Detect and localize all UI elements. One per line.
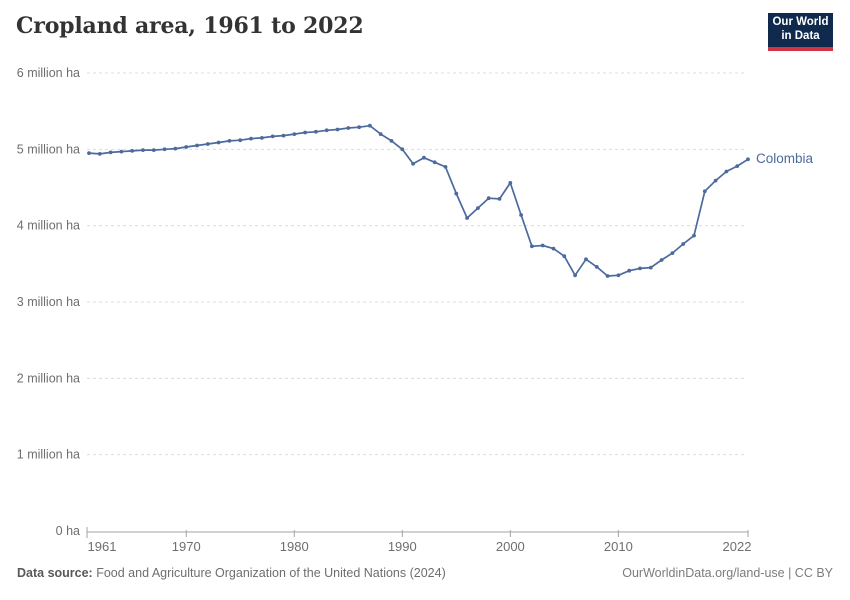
x-axis-label-1980: 1980 [280, 539, 309, 554]
data-point-2016 [681, 242, 686, 246]
data-point-1976 [249, 136, 253, 141]
data-point-1985 [346, 126, 351, 130]
data-point-2021 [735, 164, 740, 169]
data-source-note: Data source: Food and Agriculture Organi… [17, 566, 446, 580]
data-line-colombia [88, 124, 749, 277]
data-point-1987 [368, 123, 372, 128]
y-axis-label-6: 6 million ha [17, 66, 80, 80]
y-axis-label-0: 0 ha [56, 524, 80, 538]
x-axis-label-2000: 2000 [496, 539, 525, 554]
data-point-1965 [130, 149, 135, 153]
data-point-1984 [335, 127, 340, 132]
data-point-2020 [724, 169, 729, 174]
data-point-1961 [87, 151, 91, 156]
data-point-2018 [702, 189, 707, 194]
data-point-1973 [216, 140, 221, 145]
attribution-link[interactable]: OurWorldinData.org/land-use | CC BY [622, 566, 833, 580]
data-point-2004 [551, 246, 556, 251]
data-point-1986 [357, 125, 361, 130]
data-point-1964 [119, 149, 124, 154]
data-point-2012 [638, 266, 642, 271]
data-point-2000 [508, 181, 513, 185]
data-source-text: Food and Agriculture Organization of the… [96, 566, 446, 580]
data-point-1966 [141, 148, 145, 153]
data-point-1978 [270, 134, 275, 139]
data-point-1962 [97, 152, 102, 156]
owid-logo[interactable]: Our World in Data [768, 13, 833, 51]
data-point-2005 [562, 254, 567, 259]
owid-logo-line2: in Data [781, 30, 820, 42]
x-axis-label-2022: 2022 [723, 539, 752, 554]
y-axis-label-1: 1 million ha [17, 448, 80, 462]
y-axis-label-4: 4 million ha [17, 219, 80, 233]
data-point-1970 [184, 145, 189, 149]
data-point-1991 [411, 161, 415, 166]
data-point-1997 [476, 206, 480, 211]
data-point-2003 [540, 243, 545, 248]
y-axis-label-2: 2 million ha [17, 371, 80, 385]
data-point-1998 [486, 196, 491, 201]
y-axis-label-3: 3 million ha [17, 295, 80, 309]
data-point-2013 [648, 265, 653, 270]
data-source-label: Data source: [17, 566, 93, 580]
page-title: Cropland area, 1961 to 2022 [16, 13, 364, 39]
data-point-1999 [497, 197, 502, 201]
data-point-1992 [422, 155, 426, 160]
data-point-1993 [432, 160, 437, 165]
data-point-1975 [238, 138, 243, 143]
data-point-2009 [605, 274, 610, 278]
data-point-2002 [530, 244, 534, 249]
data-point-1981 [303, 130, 307, 135]
data-point-2010 [616, 273, 621, 278]
data-point-1980 [292, 132, 297, 137]
data-point-1995 [454, 191, 459, 196]
data-point-1977 [260, 136, 264, 140]
data-point-2019 [713, 178, 718, 183]
data-point-1972 [205, 142, 210, 146]
data-point-1983 [324, 128, 329, 133]
data-point-1989 [389, 139, 394, 143]
data-point-2017 [692, 233, 696, 238]
data-point-1963 [108, 150, 113, 155]
data-point-2007 [584, 257, 588, 262]
data-point-1990 [400, 147, 405, 152]
x-axis-label-1961: 1961 [88, 539, 117, 554]
data-point-1969 [173, 146, 178, 151]
data-point-1974 [227, 139, 232, 143]
x-axis-label-1990: 1990 [388, 539, 417, 554]
data-point-1967 [151, 148, 156, 153]
series-label-colombia[interactable]: Colombia [756, 151, 814, 167]
owid-logo-line1: Our World [772, 16, 829, 29]
y-axis-label-5: 5 million ha [17, 142, 80, 156]
data-point-1968 [162, 147, 167, 152]
x-axis-label-2010: 2010 [604, 539, 633, 554]
data-point-2015 [670, 251, 675, 256]
x-axis-label-1970: 1970 [172, 539, 201, 554]
data-point-1994 [443, 165, 448, 169]
data-point-1971 [195, 143, 199, 148]
data-point-2022 [746, 157, 750, 162]
data-point-1982 [314, 129, 318, 134]
data-point-2001 [519, 213, 523, 217]
data-point-1996 [465, 216, 469, 220]
data-point-2014 [659, 258, 664, 262]
data-point-2006 [573, 273, 577, 278]
data-point-1988 [378, 132, 383, 137]
data-point-1979 [281, 133, 286, 138]
data-point-2011 [627, 268, 632, 273]
data-point-2008 [594, 265, 599, 269]
chart-footer: Data source: Food and Agriculture Organi… [17, 566, 833, 580]
